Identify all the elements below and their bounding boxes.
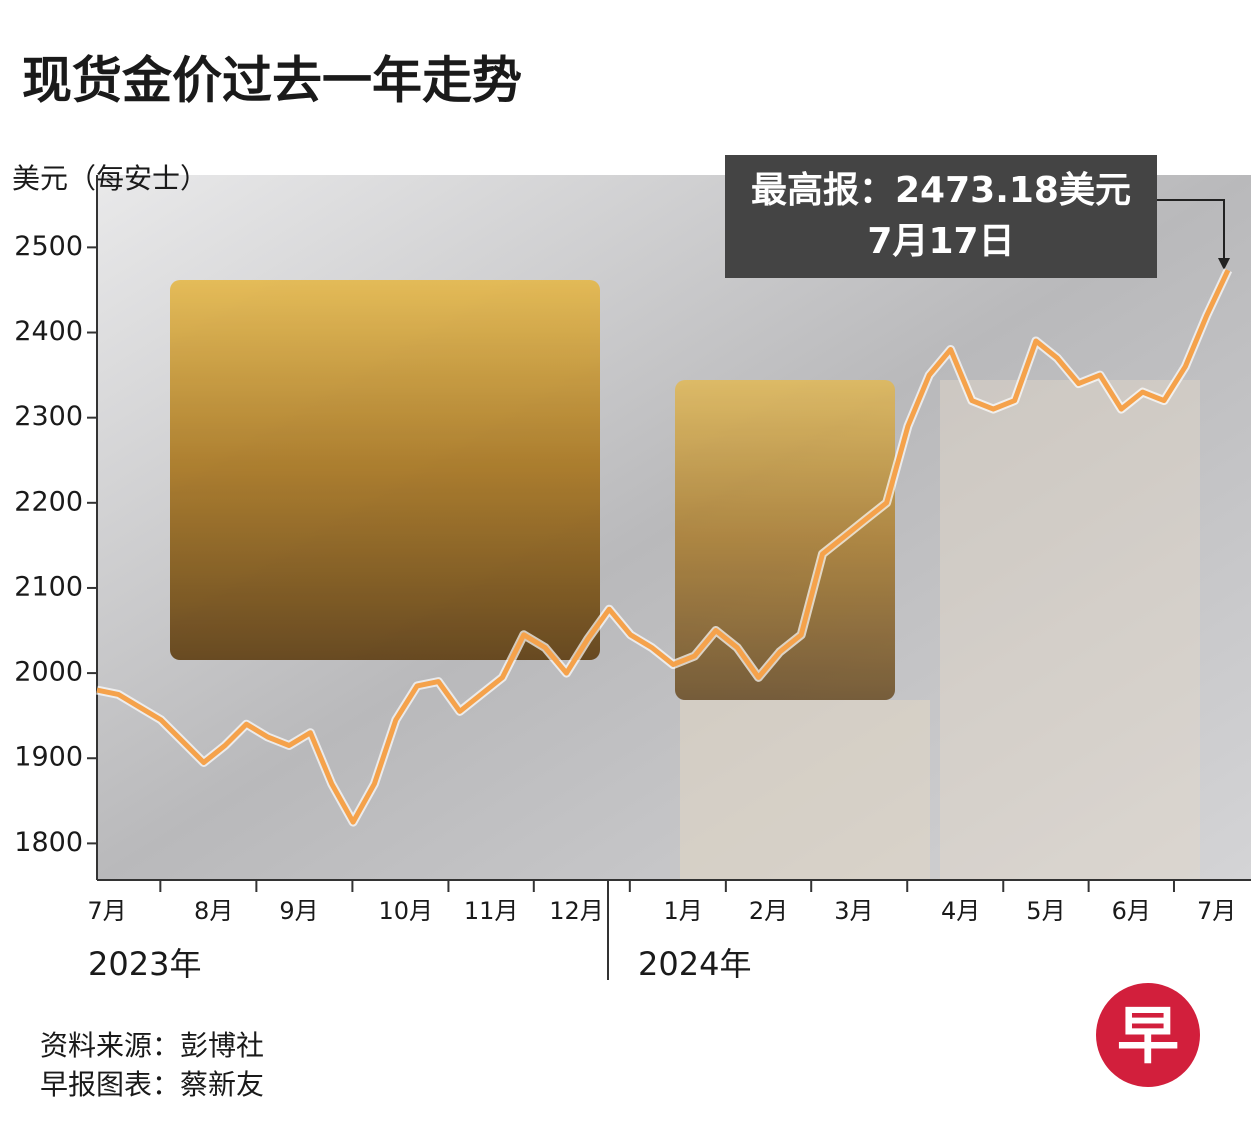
x-tick-label: 5月: [1026, 897, 1065, 925]
logo: 早: [1117, 999, 1179, 1072]
x-tick-label: 12月: [549, 897, 604, 925]
y-tick-label: 2100: [14, 571, 83, 602]
x-tick-label: 2月: [749, 897, 788, 925]
x-tick-label: 7月: [1197, 897, 1236, 925]
x-tick-label: 7月: [87, 897, 126, 925]
y-axis-label: 美元（每安士）: [12, 162, 208, 195]
annotation: 7月17日: [867, 221, 1014, 262]
source: 早报图表：蔡新友: [40, 1068, 264, 1101]
source: 资料来源：彭博社: [40, 1029, 264, 1062]
x-tick-label: 4月: [941, 897, 980, 925]
x-tick-label: 11月: [464, 897, 519, 925]
x-tick-label: 9月: [279, 897, 318, 925]
gold-bars-decoration: [170, 280, 1200, 880]
annotation: 最高报：2473.18美元: [751, 170, 1131, 211]
y-tick-label: 2400: [14, 316, 83, 347]
price-line: [96, 269, 1231, 825]
x-tick-label: 6月: [1112, 897, 1151, 925]
x-tick-label: 8月: [194, 897, 233, 925]
annotation-arrowhead: [1218, 258, 1230, 270]
x-tick-label: 10月: [378, 897, 433, 925]
y-tick-label: 2500: [14, 231, 83, 262]
year-label: 2023年: [88, 945, 201, 983]
y-tick-label: 2300: [14, 401, 83, 432]
x-tick-label: 3月: [834, 897, 873, 925]
y-tick-label: 1800: [14, 827, 83, 858]
annotation-arrow: [1157, 199, 1225, 262]
annotation-box: [725, 155, 1157, 278]
year-label: 2024年: [638, 945, 751, 983]
x-tick-label: 1月: [664, 897, 703, 925]
logo-circle: [1096, 983, 1200, 1087]
chart-title: 现货金价过去一年走势: [22, 52, 522, 110]
y-tick-label: 2200: [14, 486, 83, 517]
y-tick-label: 1900: [14, 742, 83, 773]
y-tick-label: 2000: [14, 657, 83, 688]
